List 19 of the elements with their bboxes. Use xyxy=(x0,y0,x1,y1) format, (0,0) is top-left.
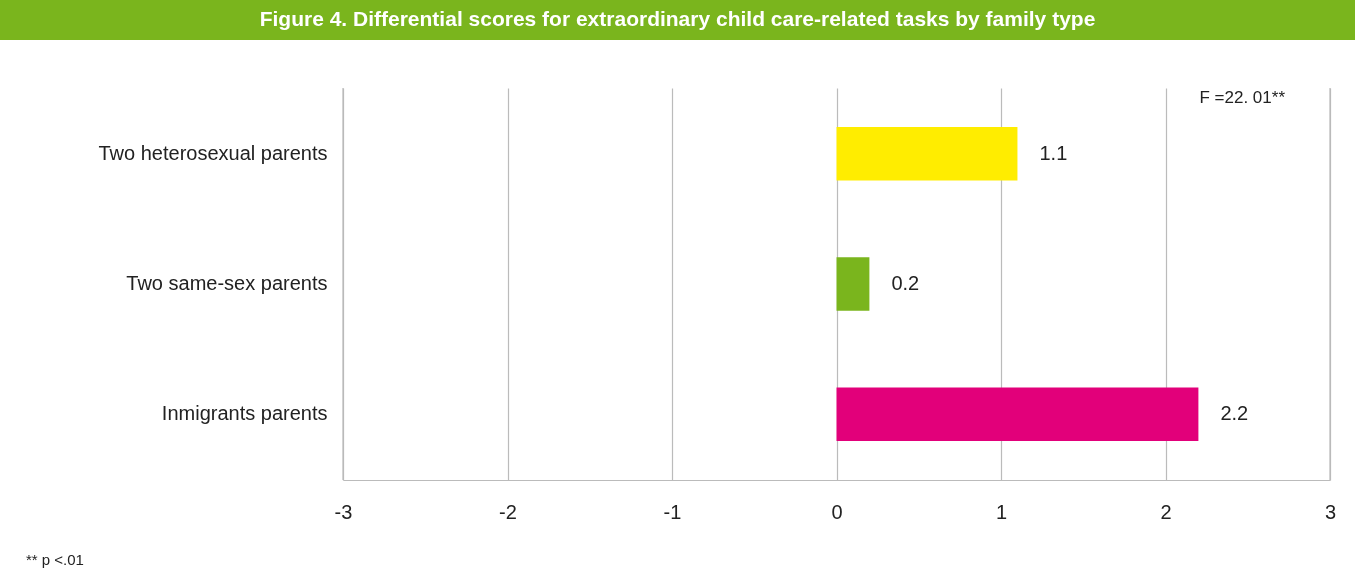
data-label: 1.1 xyxy=(1039,141,1068,164)
bar xyxy=(836,387,1199,441)
bar xyxy=(836,257,870,311)
y-tick-label: Inmigrants parents xyxy=(161,402,328,425)
x-tick-label: -2 xyxy=(499,500,517,523)
x-tick-label: -1 xyxy=(663,500,682,523)
annotation: F =22. 01** xyxy=(1199,88,1286,107)
x-tick-label: 0 xyxy=(831,500,843,523)
x-tick-label: 2 xyxy=(1160,500,1172,523)
x-tick-label: 3 xyxy=(1324,500,1337,523)
x-tick-label: -3 xyxy=(334,500,353,523)
y-tick-label: Two heterosexual parents xyxy=(98,141,328,164)
data-label: 0.2 xyxy=(891,272,920,294)
chart-title: Figure 4. Differential scores for extraordinary child care-related tasks by family type xyxy=(259,7,1096,30)
data-label: 2.2 xyxy=(1220,402,1249,425)
bar xyxy=(836,127,1018,181)
y-tick-label: Two same-sex parents xyxy=(126,272,328,294)
x-tick-label: 1 xyxy=(995,500,1008,523)
text: ** p <.01 xyxy=(26,551,84,568)
